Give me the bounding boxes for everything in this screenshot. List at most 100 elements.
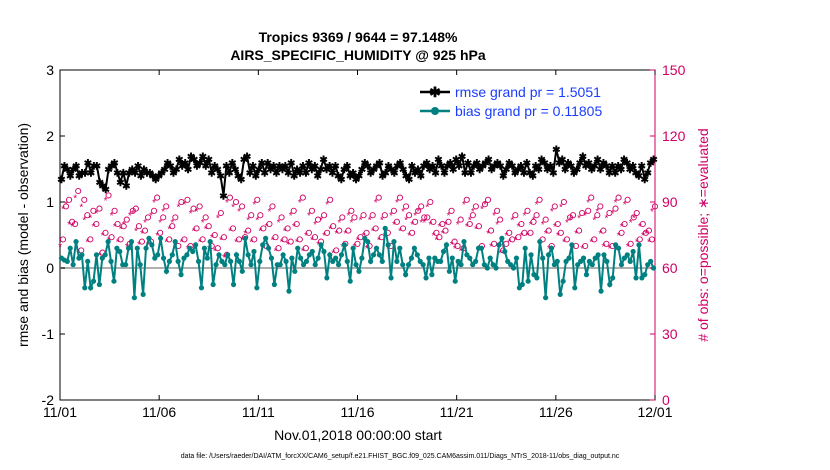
obs-possible-point bbox=[363, 229, 370, 236]
rmse-point: ✱ bbox=[210, 162, 219, 173]
bias-point bbox=[426, 255, 432, 261]
obs-evaluated-point: * bbox=[240, 235, 244, 246]
obs-possible-point bbox=[451, 238, 458, 245]
obs-possible-point bbox=[569, 212, 577, 219]
obs-evaluated-point: * bbox=[574, 229, 578, 240]
obs-evaluated-point: * bbox=[450, 240, 454, 251]
rmse-point: ✱ bbox=[266, 165, 275, 176]
obs-possible-point bbox=[651, 203, 659, 210]
bias-point bbox=[105, 239, 111, 245]
bias-point bbox=[260, 242, 266, 248]
bias-point bbox=[513, 255, 520, 261]
obs-possible-point bbox=[311, 234, 319, 241]
bias-point bbox=[263, 235, 269, 241]
rmse-point: ✱ bbox=[196, 158, 205, 169]
rmse-point: ✱ bbox=[367, 168, 376, 179]
obs-possible-point bbox=[585, 207, 592, 214]
rmse-point: ✱ bbox=[81, 168, 90, 179]
rmse-point: ✱ bbox=[405, 175, 414, 186]
rmse-point: ✱ bbox=[434, 155, 443, 166]
obs-possible-point bbox=[557, 229, 564, 236]
obs-evaluated-point: * bbox=[322, 231, 326, 242]
obs-evaluated-point: * bbox=[271, 235, 275, 246]
bias-point bbox=[149, 242, 155, 248]
obs-evaluated-point: * bbox=[611, 209, 615, 220]
obs-possible-point bbox=[211, 231, 218, 239]
bias-point bbox=[368, 258, 374, 264]
obs-evaluated-point: * bbox=[101, 231, 105, 242]
bias-point bbox=[88, 285, 94, 291]
rmse-point: ✱ bbox=[107, 162, 116, 173]
bias-point bbox=[131, 295, 137, 301]
obs-evaluated-point: * bbox=[98, 251, 102, 262]
bias-point bbox=[248, 262, 254, 268]
rmse-point: ✱ bbox=[534, 165, 543, 176]
obs-possible-point bbox=[597, 203, 604, 210]
obs-evaluated-point: * bbox=[647, 238, 651, 249]
obs-possible-point bbox=[424, 214, 431, 221]
obs-possible-point bbox=[90, 207, 97, 214]
bias-point bbox=[315, 255, 321, 261]
obs-possible-point bbox=[138, 238, 145, 245]
rmse-point: ✱ bbox=[558, 155, 567, 166]
rmse-point: ✱ bbox=[296, 168, 305, 179]
rmse-point: ✱ bbox=[537, 155, 546, 166]
bias-point bbox=[213, 262, 219, 268]
obs-evaluated-point: * bbox=[480, 205, 484, 216]
obs-possible-point bbox=[63, 203, 70, 210]
rmse-point: ✱ bbox=[140, 165, 149, 176]
bias-point bbox=[198, 285, 205, 291]
rmse-point: ✱ bbox=[508, 162, 517, 173]
rmse-point: ✱ bbox=[546, 162, 555, 173]
rmse-point: ✱ bbox=[166, 162, 175, 173]
obs-possible-point bbox=[93, 220, 100, 228]
bias-point bbox=[73, 239, 79, 245]
obs-evaluated-point: * bbox=[140, 229, 144, 240]
bias-point bbox=[155, 252, 161, 258]
obs-evaluated-point: * bbox=[222, 253, 226, 264]
bias-point bbox=[341, 242, 347, 248]
obs-evaluated-point: * bbox=[274, 246, 278, 257]
rmse-point: ✱ bbox=[319, 155, 328, 166]
obs-evaluated-point: * bbox=[507, 238, 511, 249]
rmse-point: ✱ bbox=[428, 162, 437, 173]
bias-point bbox=[283, 258, 289, 264]
bias-point bbox=[543, 295, 549, 301]
obs-evaluated-point: * bbox=[149, 211, 153, 222]
bias-point bbox=[140, 291, 146, 297]
obs-evaluated-point: * bbox=[164, 238, 168, 249]
rmse-point: ✱ bbox=[202, 162, 211, 173]
obs-possible-point bbox=[154, 194, 161, 201]
obs-possible-point bbox=[84, 212, 91, 219]
rmse-point: ✱ bbox=[396, 158, 405, 169]
obs-evaluated-point: * bbox=[504, 231, 508, 242]
rmse-point: ✱ bbox=[490, 162, 499, 173]
bias-point bbox=[245, 252, 251, 258]
rmse-point: ✱ bbox=[75, 172, 84, 183]
rmse-point: ✱ bbox=[590, 162, 599, 173]
obs-possible-point bbox=[403, 203, 410, 210]
legend: ✱ rmse grand pr = 1.5051 bias grand pr =… bbox=[420, 84, 602, 119]
y-left-tick-label: 2 bbox=[46, 128, 54, 144]
rmse-point: ✱ bbox=[372, 162, 381, 173]
bias-point bbox=[64, 258, 70, 264]
bias-point bbox=[373, 245, 380, 251]
rmse-point: ✱ bbox=[399, 165, 408, 176]
x-tick-label: 11/01 bbox=[43, 404, 77, 420]
obs-possible-point bbox=[375, 194, 382, 201]
bias-point bbox=[207, 239, 213, 245]
rmse-point: ✱ bbox=[549, 168, 558, 179]
obs-possible-point bbox=[530, 218, 537, 225]
obs-possible-point bbox=[233, 198, 240, 206]
obs-evaluated-point: * bbox=[565, 218, 569, 229]
y-right-tick-label: 120 bbox=[662, 128, 686, 144]
rmse-point: ✱ bbox=[160, 165, 169, 176]
obs-possible-point bbox=[509, 236, 516, 243]
obs-possible-point bbox=[454, 242, 461, 250]
bias-point bbox=[271, 281, 277, 288]
obs-possible-point bbox=[390, 207, 397, 214]
obs-evaluated-point: * bbox=[234, 238, 238, 249]
obs-possible-point bbox=[275, 245, 282, 252]
rmse-point: ✱ bbox=[169, 168, 178, 179]
bias-point bbox=[324, 275, 330, 281]
